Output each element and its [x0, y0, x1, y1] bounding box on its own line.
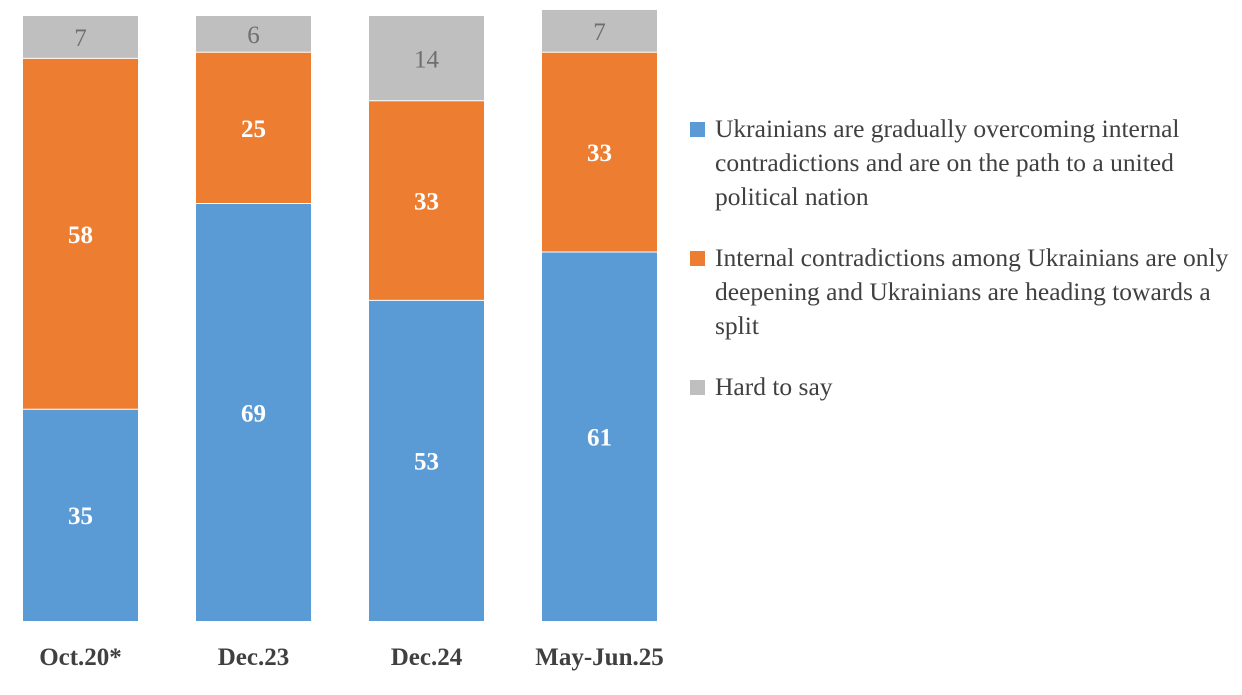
segment-labels-layer: 35 58 7 69 25 6 53 33 14 61 33 7: [68, 19, 612, 530]
bar-segment-deepening-1: [23, 58, 138, 410]
data-label-overcoming-4: 61: [587, 424, 612, 451]
legend-swatch-overcoming: [690, 122, 705, 137]
bar-segment-hard-to-say-3: [369, 16, 484, 101]
category-label-2: Dec.23: [218, 644, 290, 671]
category-label-3: Dec.24: [391, 644, 463, 671]
data-label-overcoming-1: 35: [68, 503, 93, 530]
data-label-hard-to-say-4: 7: [593, 19, 606, 46]
category-label-4: May-Jun.25: [535, 644, 663, 671]
legend-swatch-deepening: [690, 251, 705, 266]
bar-segment-overcoming-2: [196, 203, 311, 622]
data-label-hard-to-say-1: 7: [74, 25, 87, 52]
data-label-hard-to-say-3: 14: [414, 46, 440, 73]
bar-segment-hard-to-say-1: [23, 16, 138, 59]
bar-segment-overcoming-4: [542, 251, 657, 621]
bar-segment-hard-to-say-2: [196, 16, 311, 53]
legend-swatch-hard-to-say: [690, 380, 705, 395]
data-label-deepening-1: 58: [68, 222, 93, 249]
category-axis-labels: Oct.20* Dec.23 Dec.24 May-Jun.25: [39, 644, 664, 671]
legend-item-hard-to-say: Hard to say: [690, 370, 1230, 404]
bars-layer: [23, 9, 657, 622]
legend-label-deepening: Internal contradictions among Ukrainians…: [715, 243, 1229, 340]
bar-segment-overcoming-3: [369, 300, 484, 621]
bar-segment-deepening-4: [542, 52, 657, 252]
legend: Ukrainians are gradually overcoming inte…: [690, 112, 1230, 431]
bar-segment-overcoming-1: [23, 409, 138, 621]
category-label-1: Oct.20*: [39, 644, 122, 671]
data-label-overcoming-3: 53: [414, 449, 439, 476]
legend-label-hard-to-say: Hard to say: [715, 372, 833, 401]
data-label-deepening-2: 25: [241, 116, 266, 143]
data-label-deepening-3: 33: [414, 189, 439, 216]
bar-segment-hard-to-say-4: [542, 9, 657, 53]
bar-segment-deepening-3: [369, 100, 484, 301]
bar-segment-deepening-2: [196, 52, 311, 204]
legend-label-overcoming: Ukrainians are gradually overcoming inte…: [715, 114, 1180, 211]
data-label-deepening-4: 33: [587, 140, 612, 167]
data-label-overcoming-2: 69: [241, 400, 266, 427]
legend-item-deepening: Internal contradictions among Ukrainians…: [690, 241, 1230, 343]
legend-item-overcoming: Ukrainians are gradually overcoming inte…: [690, 112, 1230, 214]
data-label-hard-to-say-2: 6: [247, 22, 260, 49]
